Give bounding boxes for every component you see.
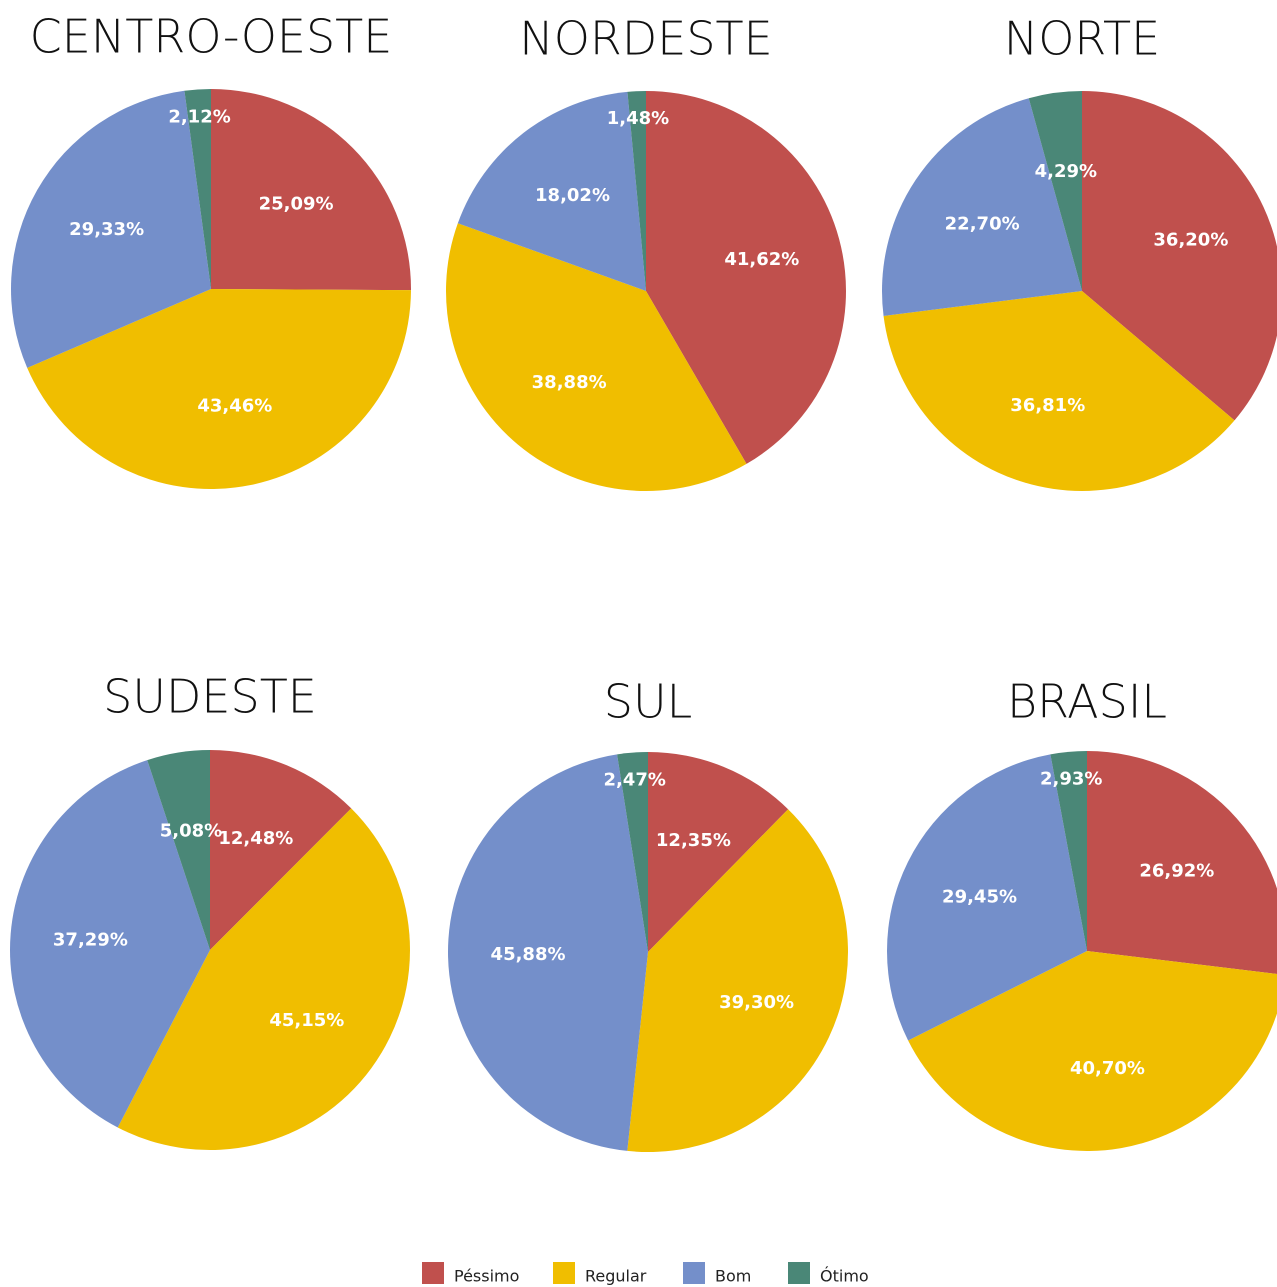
- legend-label: Péssimo: [454, 1267, 519, 1286]
- value-label: 45,88%: [491, 944, 566, 965]
- pie-slice: [184, 89, 211, 289]
- value-label: 2,12%: [168, 106, 230, 127]
- value-label: 43,46%: [197, 396, 272, 417]
- pie-slice: [10, 760, 211, 1128]
- pie-slice: [883, 291, 1235, 492]
- value-label: 4,29%: [1035, 161, 1097, 182]
- chart-title: SUDESTE: [103, 670, 317, 724]
- value-label: 22,70%: [945, 213, 1020, 234]
- pie-slice: [1087, 751, 1277, 975]
- value-label: 29,33%: [69, 219, 144, 240]
- legend-swatch: [422, 1262, 444, 1284]
- value-label: 1,48%: [607, 108, 669, 129]
- value-label: 5,08%: [160, 821, 222, 842]
- legend-label: Bom: [715, 1267, 751, 1286]
- value-label: 2,47%: [603, 770, 665, 791]
- chart-title: BRASIL: [1007, 675, 1167, 729]
- pie-slice: [117, 808, 411, 1150]
- chart-title: NORDESTE: [519, 12, 772, 66]
- value-label: 12,48%: [218, 828, 293, 849]
- value-label: 41,62%: [724, 249, 799, 270]
- pie-slice: [627, 91, 646, 291]
- value-label: 40,70%: [1070, 1058, 1145, 1079]
- pie-slice: [1082, 91, 1277, 421]
- legend-swatch: [788, 1262, 810, 1284]
- legend-label: Ótimo: [820, 1267, 869, 1286]
- value-label: 2,93%: [1040, 769, 1102, 790]
- pie-slice: [10, 90, 211, 368]
- value-label: 12,35%: [656, 830, 731, 851]
- pie-slice: [881, 98, 1082, 316]
- value-label: 36,20%: [1153, 230, 1228, 251]
- value-label: 37,29%: [53, 929, 128, 950]
- pie-slice: [457, 91, 646, 292]
- pie-slice: [211, 89, 411, 291]
- pie-slice: [448, 754, 648, 1151]
- value-label: 45,15%: [269, 1010, 344, 1031]
- legend-swatch: [553, 1262, 575, 1284]
- pie-slice: [617, 752, 648, 952]
- value-label: 29,45%: [942, 887, 1017, 908]
- pie-slice: [1050, 751, 1087, 951]
- pie-slice: [627, 809, 848, 1152]
- value-label: 38,88%: [532, 372, 607, 393]
- pie-slice: [446, 223, 747, 492]
- value-label: 25,09%: [259, 193, 334, 214]
- chart-title: SUL: [604, 675, 693, 729]
- value-label: 18,02%: [535, 185, 610, 206]
- pie-slice: [147, 750, 210, 950]
- value-label: 39,30%: [719, 992, 794, 1013]
- pie-slice: [646, 91, 846, 464]
- pie-slice: [908, 951, 1277, 1152]
- legend-swatch: [683, 1262, 705, 1284]
- pie-slice: [886, 754, 1087, 1041]
- value-label: 26,92%: [1139, 860, 1214, 881]
- pie-slice: [1028, 91, 1082, 291]
- pie-slice: [210, 750, 352, 950]
- chart-title: CENTRO-OESTE: [30, 10, 393, 64]
- pie-slice: [27, 289, 411, 489]
- pie-slice: [648, 751, 789, 952]
- chart-title: NORTE: [1004, 12, 1160, 66]
- value-label: 36,81%: [1010, 395, 1085, 416]
- legend-label: Regular: [585, 1267, 647, 1286]
